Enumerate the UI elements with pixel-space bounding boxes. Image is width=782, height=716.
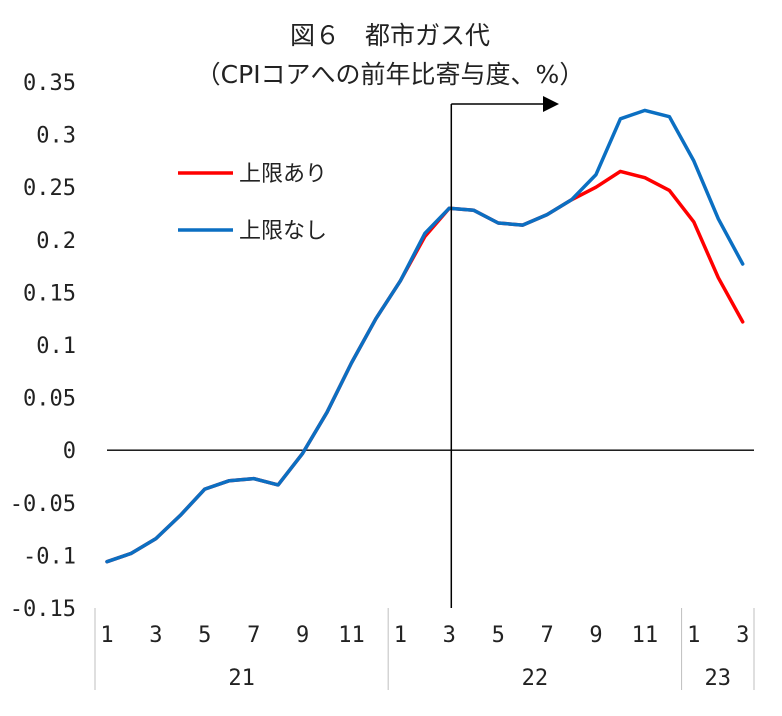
y-tick-label: 0.25 — [23, 176, 76, 201]
x-month-label: 11 — [338, 623, 365, 648]
x-month-label: 7 — [247, 623, 260, 648]
chart-subtitle: （CPIコアへの前年比寄与度、%） — [196, 60, 585, 89]
legend-label: 上限なし — [239, 219, 327, 244]
y-tick-label: 0.35 — [23, 71, 76, 96]
x-month-label: 3 — [149, 623, 162, 648]
y-tick-label: 0.1 — [36, 334, 76, 359]
x-month-label: 3 — [736, 623, 749, 648]
y-tick-label: 0.05 — [23, 387, 76, 412]
arrow-head — [543, 96, 559, 112]
chart-title: 図６ 都市ガス代 — [290, 21, 490, 50]
annotation — [450, 96, 559, 608]
x-month-label: 11 — [632, 623, 659, 648]
x-month-label: 3 — [443, 623, 456, 648]
y-tick-label: 0.15 — [23, 281, 76, 306]
x-month-label: 5 — [198, 623, 211, 648]
x-month-label: 1 — [394, 623, 407, 648]
x-month-label: 1 — [100, 623, 113, 648]
legend-label: 上限あり — [239, 162, 327, 187]
x-month-label: 5 — [492, 623, 505, 648]
y-axis-ticks: 0.35 0.3 0.25 0.2 0.15 0.1 0.05 0 -0.05 -0.1 -0.15 — [10, 71, 76, 622]
y-tick-label: -0.15 — [10, 597, 76, 622]
y-tick-label: 0.3 — [36, 124, 76, 149]
x-month-label: 9 — [589, 623, 602, 648]
x-axis: 21 22 231 3 5 7 9 11 1 3 5 7 9 11 1 3 — [94, 449, 755, 691]
series-line-uncapped — [105, 108, 745, 564]
y-tick-label: -0.1 — [23, 544, 76, 569]
x-month-label: 1 — [687, 623, 700, 648]
x-year-label: 21 — [228, 666, 255, 691]
x-month-label: 7 — [540, 623, 553, 648]
y-tick-label: 0 — [63, 439, 76, 464]
y-tick-label: -0.05 — [10, 492, 76, 517]
x-year-label: 23 — [705, 666, 732, 691]
x-year-label: 22 — [522, 666, 549, 691]
series-lines — [105, 108, 745, 564]
y-tick-label: 0.2 — [36, 229, 76, 254]
x-month-label: 9 — [296, 623, 309, 648]
